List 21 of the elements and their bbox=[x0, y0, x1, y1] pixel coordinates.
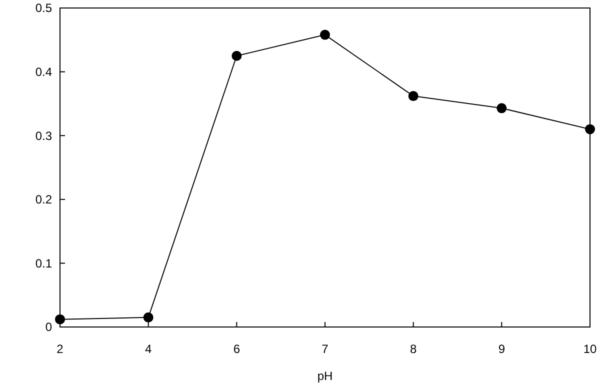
point bbox=[408, 91, 418, 102]
x-tick-label: 2 bbox=[56, 342, 64, 356]
point bbox=[320, 30, 330, 40]
point bbox=[585, 124, 595, 134]
y-tick-label: 0.4 bbox=[35, 65, 52, 79]
point bbox=[232, 50, 242, 61]
y-tick-label: 0.2 bbox=[35, 192, 52, 207]
y-tick-label: 0.5 bbox=[35, 1, 52, 16]
x-tick-label: 4 bbox=[144, 342, 152, 356]
point bbox=[496, 103, 507, 114]
y-tick-label: 0.1 bbox=[35, 256, 52, 270]
x-tick-label: 7 bbox=[322, 342, 329, 356]
y-tick-label: 0 bbox=[45, 320, 52, 334]
x-tick-label: 6 bbox=[233, 342, 240, 356]
x-tick-label: 10 bbox=[583, 342, 597, 356]
x-tick-label: 8 bbox=[410, 342, 417, 356]
point bbox=[55, 314, 65, 324]
x-axis-title: pH bbox=[317, 369, 333, 383]
x-tick-label: 9 bbox=[498, 342, 506, 356]
y-tick-label: 0.3 bbox=[35, 128, 52, 143]
point bbox=[143, 312, 154, 322]
